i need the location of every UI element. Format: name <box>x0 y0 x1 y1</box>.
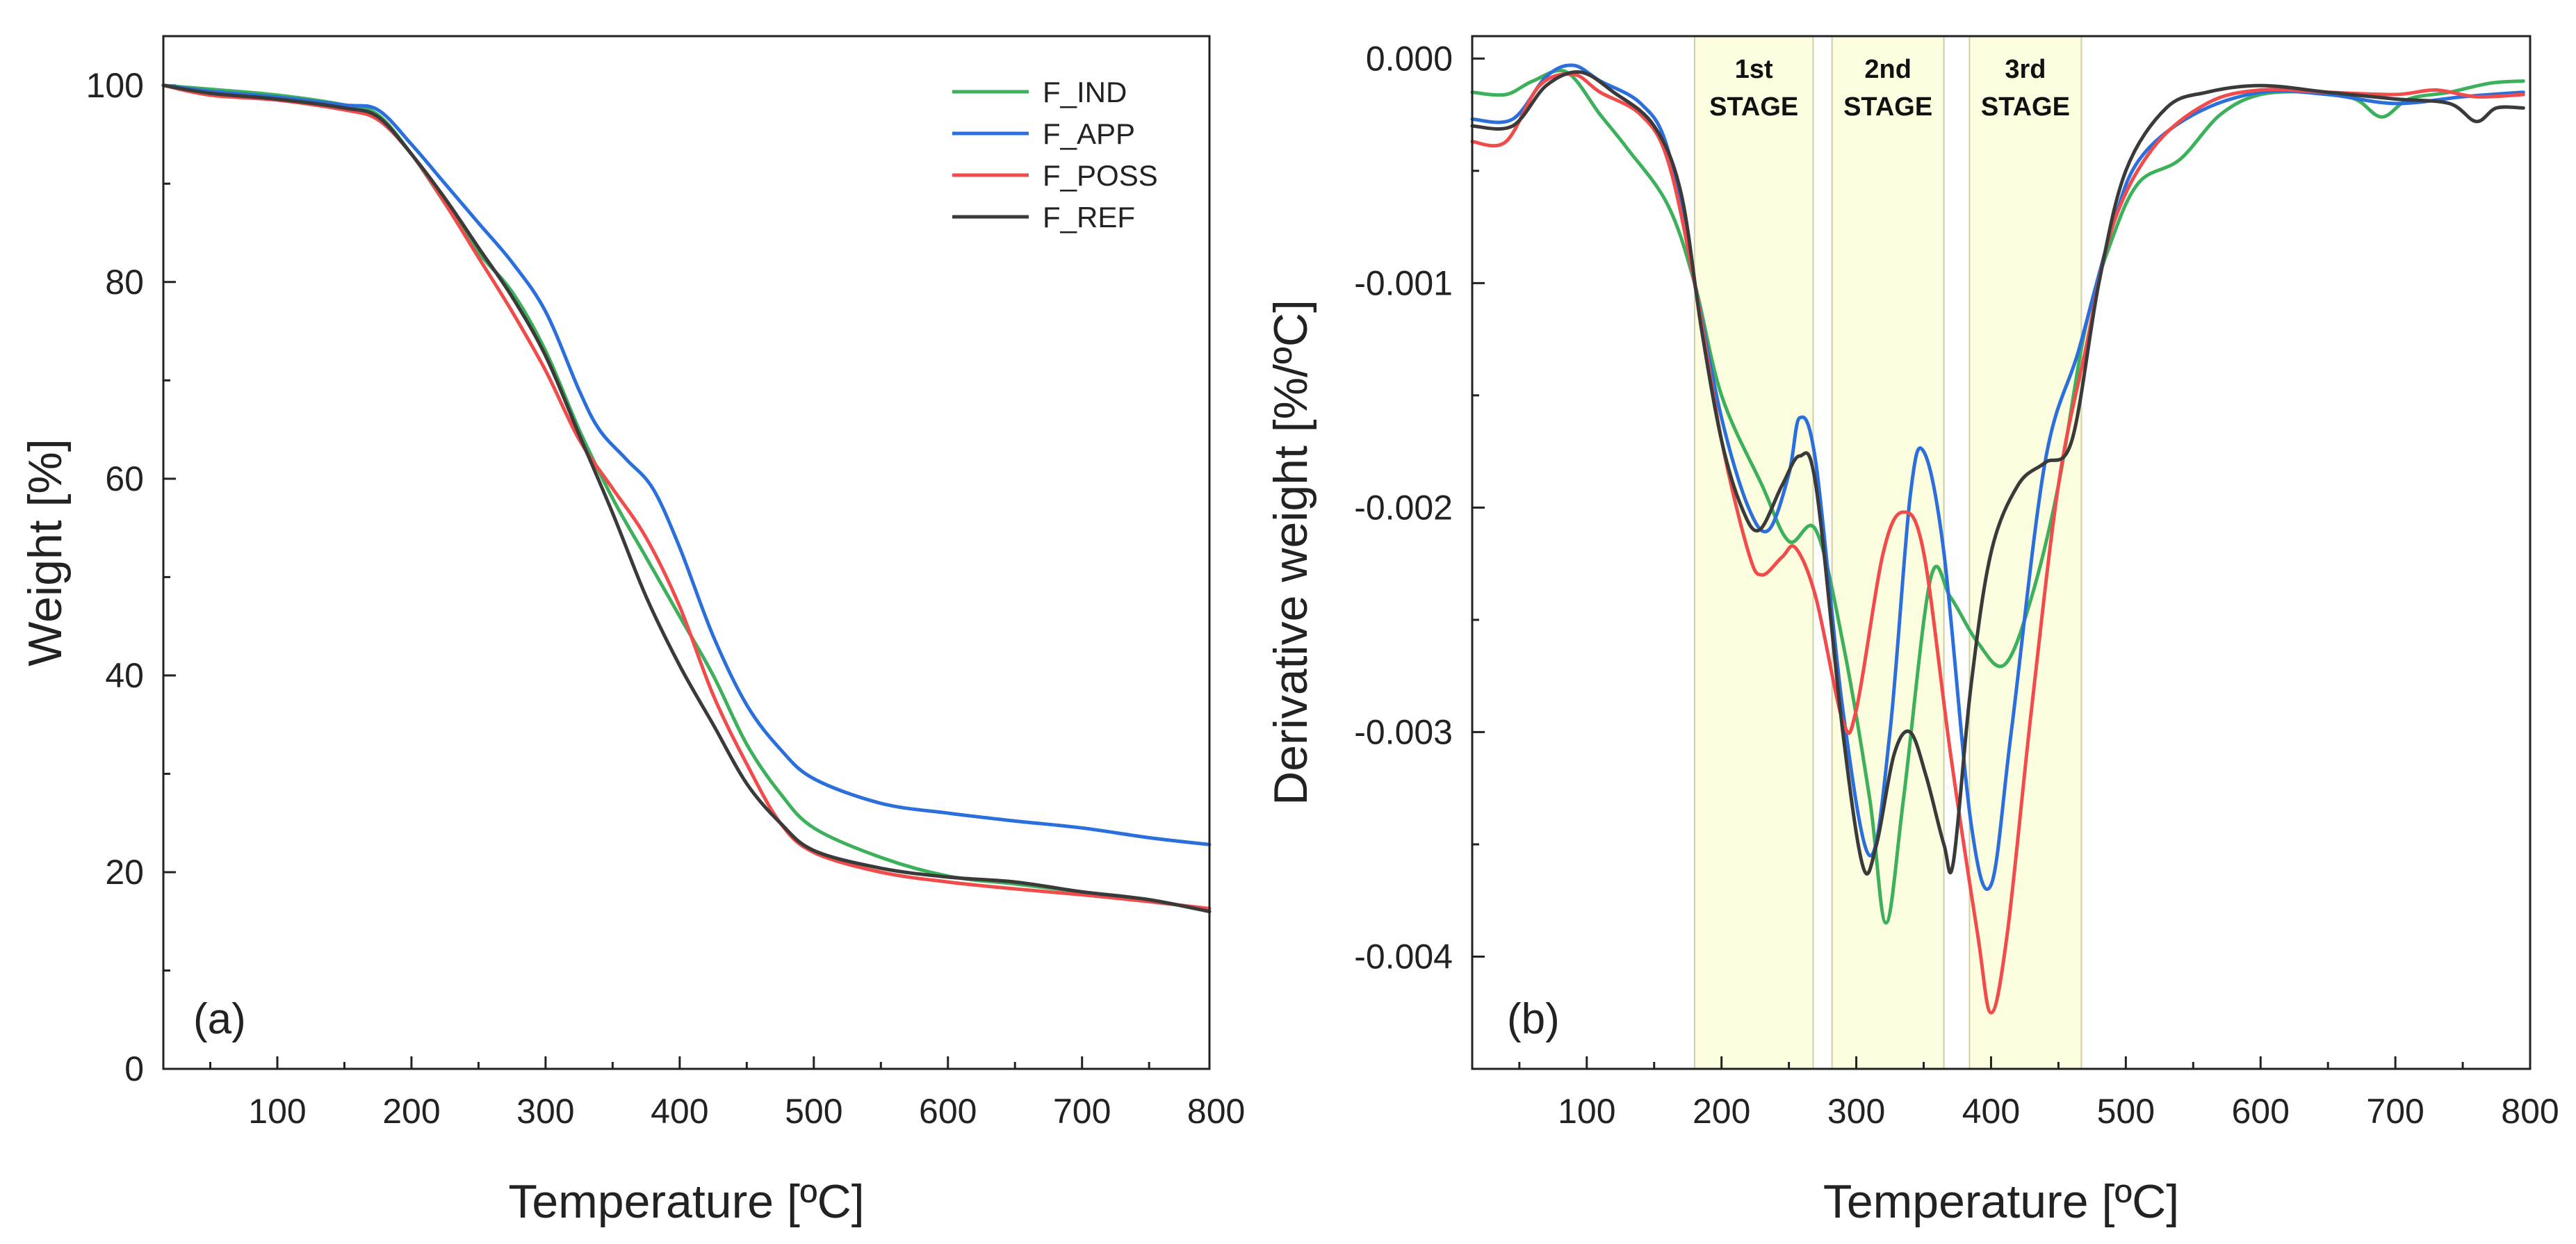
panel-b: 1st STAGE 2nd STAGE 3rd STAGE 100 200 300 400 500… <box>1264 35 2559 1228</box>
legend-label: F_APP <box>1043 117 1135 150</box>
stage-label-ordinal: 1st <box>1735 55 1773 84</box>
y-tick-label: -0.002 <box>1354 488 1453 527</box>
series-layer <box>161 83 1212 914</box>
y-tick-label: 80 <box>105 263 144 302</box>
x-tick-label: 100 <box>248 1092 306 1131</box>
legend: F_IND F_APP F_POSS F_REF <box>952 76 1158 234</box>
x-tick-label: 600 <box>2232 1092 2290 1131</box>
x-tick-label: 800 <box>2501 1092 2559 1131</box>
y-tick-label: -0.001 <box>1354 263 1453 302</box>
series-line-f-ref <box>161 83 1212 914</box>
stage-label-word: STAGE <box>1709 92 1798 122</box>
x-tick-label: 700 <box>2366 1092 2424 1131</box>
series-line-f-app <box>161 83 1212 846</box>
stage-label-word: STAGE <box>1981 92 2070 122</box>
x-tick-label: 500 <box>2097 1092 2155 1131</box>
panel-a: 100 200 300 400 500 600 700 800 0 20 40 60 80 100 Te… <box>19 35 1245 1228</box>
series-line-f-poss <box>1470 72 2525 1015</box>
x-tick-label: 200 <box>1693 1092 1750 1131</box>
y-axis-title: Weight [%] <box>19 439 72 666</box>
stage-label-ordinal: 3rd <box>2005 55 2046 84</box>
plot-frame <box>162 35 1211 1070</box>
y-tick-label: 100 <box>86 66 144 105</box>
legend-label: F_IND <box>1043 76 1127 108</box>
legend-label: F_POSS <box>1043 159 1158 192</box>
y-tick-label: 0.000 <box>1366 39 1453 78</box>
stage-bands: 1st STAGE 2nd STAGE 3rd STAGE <box>1693 35 2082 1070</box>
legend-label: F_REF <box>1043 201 1135 234</box>
y-axis-title: Derivative weight [%/ºC] <box>1264 300 1317 805</box>
stage-band <box>1968 35 2082 1070</box>
plot-frame <box>1471 35 2532 1070</box>
series-layer <box>1470 63 2525 1015</box>
y-tick-label: 40 <box>105 656 144 695</box>
series-line-f-poss <box>161 83 1212 910</box>
y-tick-labels: 0 20 40 60 80 100 <box>86 66 144 1088</box>
x-tick-label: 300 <box>516 1092 574 1131</box>
series-line-f-ind <box>1470 69 2525 925</box>
y-tick-label: -0.003 <box>1354 712 1453 751</box>
x-tick-label: 400 <box>1962 1092 2020 1131</box>
stage-label-word: STAGE <box>1843 92 1932 122</box>
x-tick-labels: 100 200 300 400 500 600 700 800 <box>1558 1092 2559 1131</box>
x-tick-label: 500 <box>785 1092 842 1131</box>
x-axis-title: Temperature [ºC] <box>508 1175 864 1228</box>
x-axis-title: Temperature [ºC] <box>1823 1175 2179 1228</box>
x-tick-label: 700 <box>1053 1092 1111 1131</box>
panel-label: (a) <box>193 995 246 1043</box>
y-tick-labels: 0.000 -0.001 -0.002 -0.003 -0.004 <box>1354 39 1453 976</box>
x-tick-label: 800 <box>1187 1092 1245 1131</box>
y-tick-label: 20 <box>105 853 144 892</box>
y-tick-label: 60 <box>105 459 144 498</box>
x-tick-label: 600 <box>919 1092 977 1131</box>
x-tick-label: 200 <box>382 1092 440 1131</box>
panel-label: (b) <box>1507 995 1560 1043</box>
stage-band <box>1693 35 1814 1070</box>
x-tick-label: 400 <box>651 1092 708 1131</box>
stage-label-ordinal: 2nd <box>1864 55 1911 84</box>
series-line-f-ref <box>1470 70 2525 876</box>
x-tick-label: 100 <box>1558 1092 1615 1131</box>
x-tick-label: 300 <box>1827 1092 1885 1131</box>
x-tick-labels: 100 200 300 400 500 600 700 800 <box>248 1092 1245 1131</box>
y-tick-label: -0.004 <box>1354 937 1453 976</box>
y-tick-label: 0 <box>124 1049 144 1088</box>
